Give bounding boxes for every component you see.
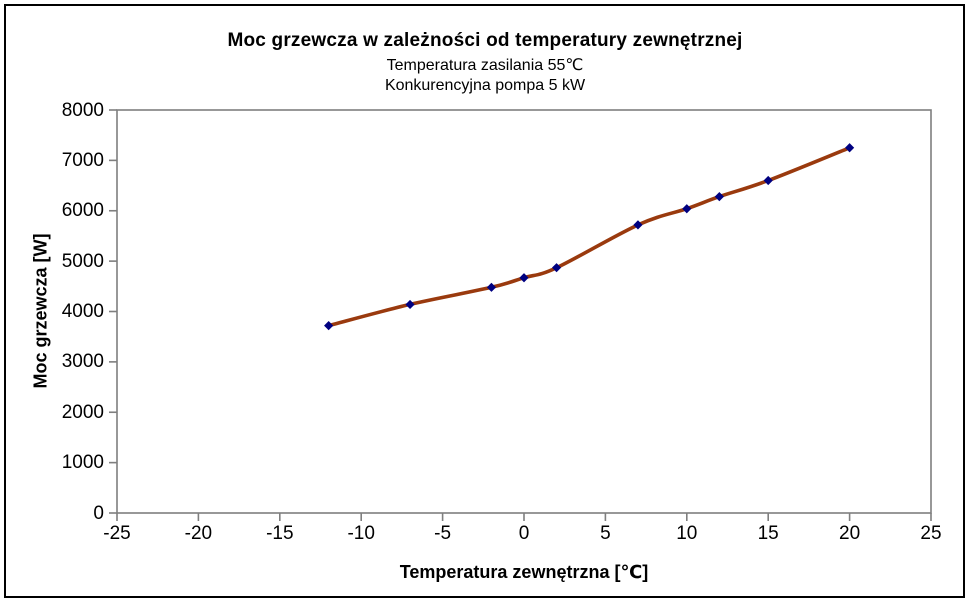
- plot-border: [116, 109, 932, 514]
- x-tick-label: -15: [266, 523, 294, 544]
- data-point-marker: [519, 273, 529, 283]
- x-tick-label: -10: [347, 523, 375, 544]
- x-tick-label: 20: [839, 523, 861, 544]
- data-point-marker: [324, 321, 334, 331]
- data-point-marker: [405, 299, 415, 310]
- data-point-marker: [845, 143, 855, 153]
- series-line: [326, 146, 852, 328]
- y-tick-label: 8000: [61, 99, 104, 121]
- y-tick-label: 3000: [61, 351, 104, 373]
- chart-outer-border: [4, 4, 965, 598]
- x-tick-label: 10: [676, 523, 698, 544]
- chart-title: Moc grzewcza w zależności od temperatury…: [227, 30, 743, 51]
- y-tick-label: 2000: [61, 401, 104, 423]
- y-tick-label: 1000: [61, 452, 104, 474]
- chart-subtitle-competing-pump: Konkurencyjna pompa 5 kW: [384, 77, 586, 94]
- y-tick-label: 7000: [61, 149, 104, 171]
- data-point-marker: [633, 220, 643, 230]
- x-tick-label: -25: [103, 523, 131, 544]
- data-point-marker: [714, 192, 724, 202]
- x-tick-label: 5: [600, 523, 611, 544]
- data-point-marker: [551, 263, 562, 273]
- y-tick-label: 4000: [61, 301, 104, 322]
- data-point-marker: [682, 204, 692, 214]
- x-tick-label: 15: [757, 523, 779, 544]
- y-axis-title: Moc grzewcza [W]: [30, 233, 51, 389]
- x-tick-label: 0: [518, 523, 530, 544]
- chart-subtitle-supply-temp: Temperatura zasilania 55℃: [386, 57, 584, 74]
- y-tick-label: 6000: [61, 200, 104, 222]
- data-point-marker: [486, 282, 497, 292]
- x-tick-label: -20: [184, 523, 213, 544]
- y-tick-label: 0: [93, 502, 104, 524]
- x-tick-label: -5: [434, 523, 452, 544]
- x-tick-label: 25: [920, 523, 942, 544]
- data-point-marker: [763, 175, 773, 186]
- x-axis-title: Temperatura zewnętrzna [℃]: [399, 562, 649, 582]
- y-tick-label: 5000: [61, 250, 104, 272]
